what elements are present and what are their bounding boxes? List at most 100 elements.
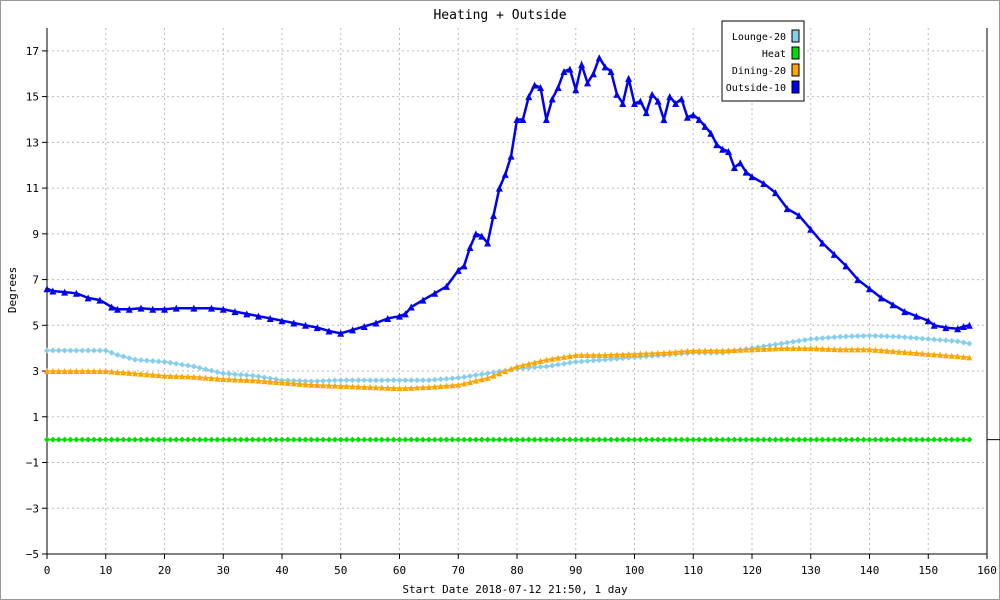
data-point (913, 335, 920, 342)
data-point (326, 377, 332, 384)
data-point (684, 436, 691, 443)
data-point (649, 436, 656, 443)
data-point (702, 347, 708, 354)
data-point (937, 436, 943, 443)
data-point (625, 436, 632, 443)
axes: 0 10 20 30 40 50 60 70 80 90 100 110 120 130 140 150 160… (26, 28, 1000, 577)
data-point (320, 377, 327, 384)
data-point (690, 347, 697, 354)
data-point (73, 436, 80, 443)
data-point (672, 99, 680, 107)
data-point (273, 379, 280, 386)
data-point (190, 363, 197, 370)
data-point (108, 349, 115, 356)
data-point (742, 168, 750, 176)
data-point (349, 377, 356, 384)
data-point (214, 368, 221, 375)
data-point (255, 312, 262, 320)
data-point (449, 436, 456, 443)
data-point (266, 314, 274, 322)
data-point (114, 305, 121, 313)
data-point (355, 383, 362, 390)
data-point (443, 382, 450, 389)
data-point (654, 97, 662, 105)
x-tick-label: 40 (275, 564, 288, 577)
data-point (578, 352, 585, 359)
data-point (543, 436, 550, 443)
data-point (643, 350, 650, 357)
data-point (173, 436, 180, 443)
data-point (543, 363, 550, 370)
data-point (901, 436, 908, 443)
data-point (860, 332, 867, 339)
data-point (749, 346, 755, 353)
data-point (284, 436, 291, 443)
x-tick-label: 50 (334, 564, 347, 577)
data-point (55, 347, 62, 354)
data-point (596, 352, 603, 359)
data-point (760, 345, 767, 352)
data-point (196, 364, 203, 371)
data-point (360, 322, 368, 330)
data-point (813, 335, 820, 342)
data-point (819, 436, 826, 443)
data-point (85, 347, 92, 354)
data-point (749, 436, 755, 443)
data-point (167, 372, 174, 379)
legend-item-dining: Dining-20 (732, 63, 800, 77)
data-point (502, 436, 509, 443)
data-point (819, 335, 826, 342)
data-point (519, 362, 526, 369)
data-point (602, 436, 609, 443)
data-point (185, 362, 191, 369)
data-point (707, 129, 715, 137)
data-point (449, 375, 456, 382)
data-point (331, 382, 338, 389)
data-point (284, 379, 291, 386)
data-point (243, 376, 250, 383)
data-point (878, 333, 885, 340)
data-point (619, 351, 626, 358)
data-point (373, 384, 379, 391)
data-point (155, 436, 162, 443)
data-point (713, 347, 720, 354)
data-point (843, 346, 849, 353)
data-point (472, 377, 479, 384)
data-point (619, 99, 627, 107)
data-point (149, 305, 157, 313)
data-point (408, 384, 415, 391)
x-tick-label: 130 (801, 564, 821, 577)
data-point (102, 436, 109, 443)
data-point (766, 342, 773, 349)
data-point (843, 333, 849, 340)
data-point (49, 436, 56, 443)
data-point (302, 321, 309, 329)
data-point (408, 436, 415, 443)
data-point (772, 436, 779, 443)
data-point (707, 347, 714, 354)
data-point (114, 352, 121, 359)
data-point (402, 377, 409, 384)
data-point (449, 382, 456, 389)
data-point (842, 262, 850, 270)
data-point (736, 159, 744, 167)
data-point (43, 285, 51, 293)
data-point (613, 436, 620, 443)
data-point (766, 345, 773, 352)
data-point (555, 436, 562, 443)
data-point (884, 436, 891, 443)
data-point (702, 436, 708, 443)
data-point (167, 359, 174, 366)
legend-item-lounge: Lounge-20 (732, 29, 800, 43)
data-point (355, 436, 362, 443)
legend-label-dining: Dining-20 (732, 66, 786, 77)
data-point (854, 333, 861, 340)
data-point (67, 368, 74, 375)
data-point (508, 365, 515, 372)
data-point (454, 266, 462, 274)
data-point (966, 354, 973, 361)
data-point (784, 436, 791, 443)
data-point (925, 350, 932, 357)
data-point (590, 352, 597, 359)
